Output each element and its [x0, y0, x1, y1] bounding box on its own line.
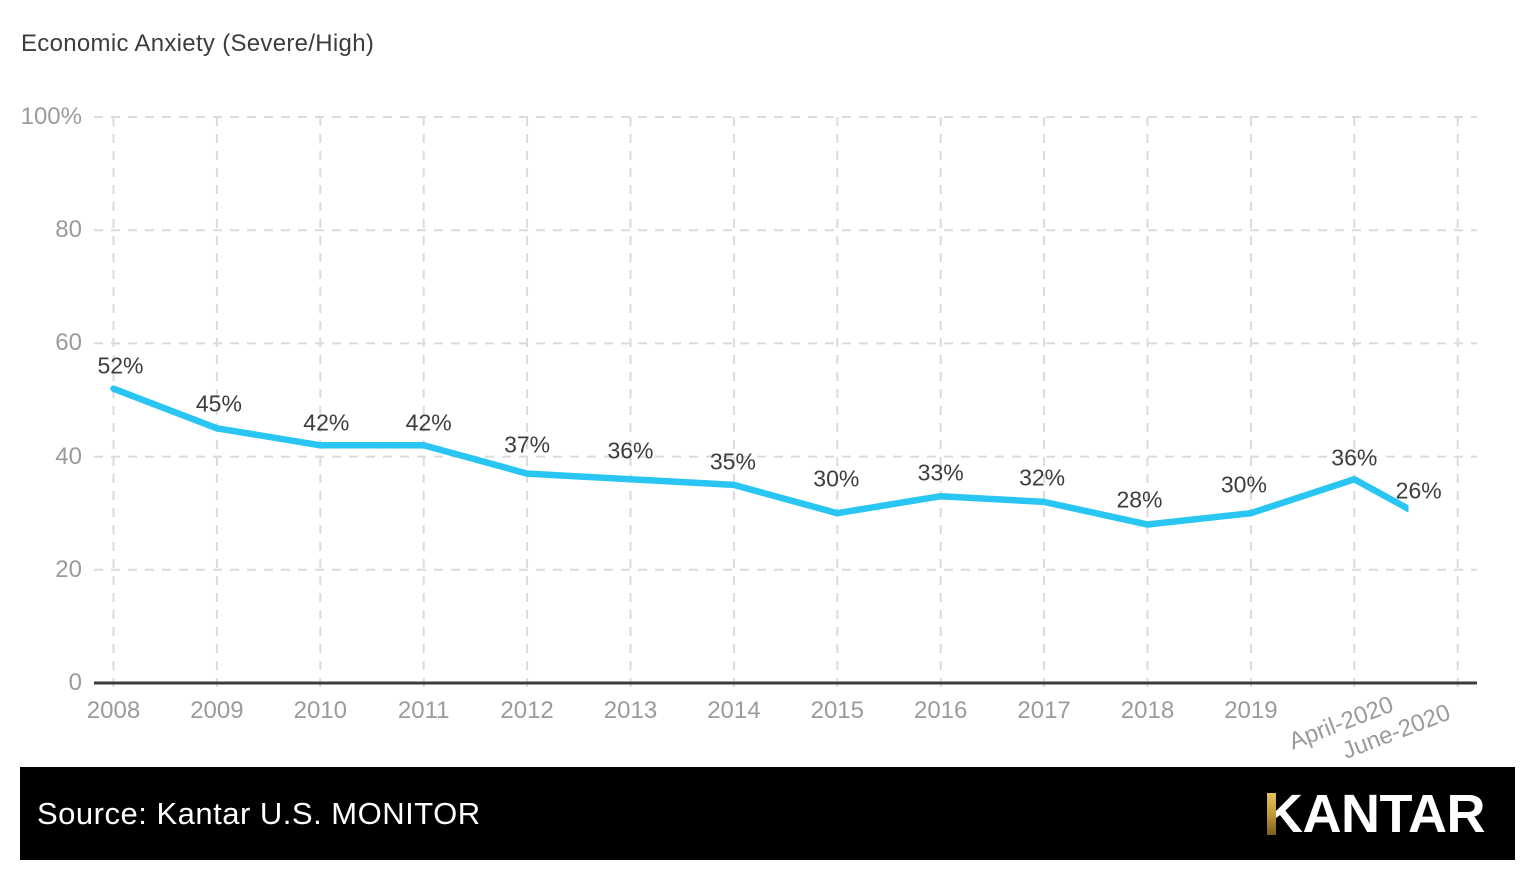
y-tick-label: 0: [68, 669, 82, 696]
x-tick-label: 2012: [500, 697, 554, 724]
y-tick-label: 40: [55, 442, 82, 470]
x-tick-label: 2015: [810, 697, 864, 724]
data-point-label: 28%: [1116, 486, 1163, 513]
data-point-label: 45%: [195, 390, 242, 417]
data-point-label: 33%: [917, 459, 964, 486]
x-tick-label: 2019: [1224, 697, 1278, 724]
x-tick-label: 2013: [603, 697, 658, 724]
x-tick-label: 2011: [397, 697, 450, 724]
y-tick-label: 80: [55, 216, 82, 244]
data-point-label: 37%: [504, 431, 551, 458]
data-point-label: 35%: [709, 448, 756, 475]
x-tick-label: 2010: [293, 697, 347, 724]
source-label: Source: Kantar U.S. MONITOR: [37, 795, 481, 831]
kantar-logo: KANTAR: [1264, 767, 1485, 860]
x-tick-label: 2014: [707, 697, 761, 724]
data-point-label: 30%: [1220, 471, 1267, 498]
data-point-label: 42%: [405, 409, 452, 436]
y-tick-label: 60: [55, 329, 82, 357]
kantar-logo-accent-bar: [1267, 792, 1277, 835]
chart-title: Economic Anxiety (Severe/High): [21, 30, 375, 57]
data-point-label: 32%: [1019, 464, 1066, 491]
kantar-logo-text: KANTAR: [1264, 783, 1485, 844]
trend-line: [110, 385, 1409, 528]
data-point-label: 36%: [1331, 444, 1378, 471]
y-tick-label: 100%: [20, 103, 82, 130]
x-tick-label: 2017: [1017, 697, 1071, 724]
y-tick-label: 20: [55, 555, 82, 583]
data-point-label: 52%: [97, 352, 144, 379]
x-tick-label: 2018: [1120, 697, 1175, 724]
data-point-label: 26%: [1395, 477, 1442, 504]
x-tick-label: 2008: [86, 697, 141, 724]
footer-bar: Source: Kantar U.S. MONITOR KANTAR: [20, 767, 1515, 860]
data-point-label: 30%: [813, 465, 860, 492]
data-point-label: 42%: [303, 409, 350, 436]
x-tick-label: 2016: [913, 697, 968, 724]
x-tick-label: 2009: [190, 697, 244, 724]
data-point-label: 36%: [607, 437, 654, 464]
